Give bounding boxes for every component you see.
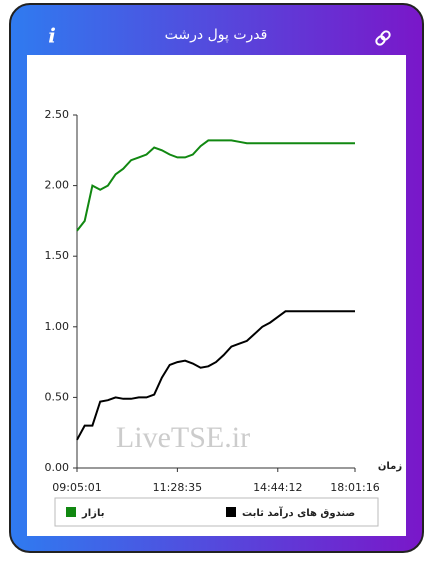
legend-swatch [66,507,76,517]
y-tick-label: 2.00 [45,179,70,192]
legend-label: صندوق های درآمد ثابت [242,506,355,519]
series-line [76,139,355,232]
link-icon[interactable] [375,30,391,46]
link-part [375,35,386,46]
x-axis-label: زمان [378,461,402,472]
legend [54,497,379,527]
legend-swatch [226,507,236,517]
x-tick-label: 11:28:35 [153,481,202,494]
x-tick-label: 14:44:12 [253,481,302,494]
watermark: LiveTSE.ir [116,421,250,454]
header-title: قدرت پول درشت [165,27,268,43]
y-tick-label: 1.00 [45,320,70,333]
y-tick-label: 1.50 [45,249,70,262]
y-tick-label: 0.50 [45,390,70,403]
legend-label: بازار [81,508,104,519]
x-tick-label: 18:01:16 [330,481,379,494]
series-line [76,310,355,441]
y-tick-label: 0.00 [45,461,70,474]
x-tick-label: 09:05:01 [52,481,101,494]
link-part [380,30,391,41]
info-icon[interactable]: i [48,24,56,48]
chart-panel [27,55,406,536]
y-tick-label: 2.50 [45,108,70,121]
